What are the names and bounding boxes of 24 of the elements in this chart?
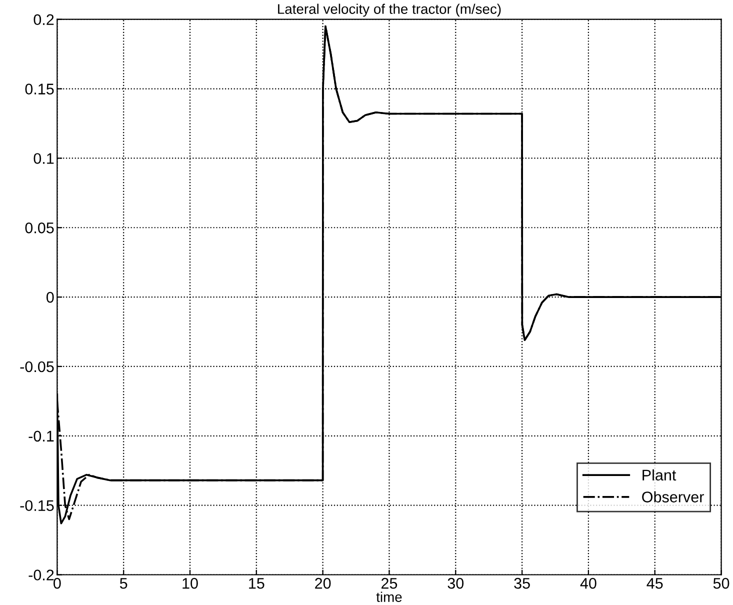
- x-tick-label: 30: [448, 578, 464, 589]
- y-tick-label: 0.05: [25, 222, 54, 234]
- legend-label: Plant: [642, 469, 676, 481]
- x-tick-label: 5: [120, 578, 128, 589]
- y-tick-label: -0.15: [20, 500, 54, 512]
- y-tick-label: -0.05: [20, 361, 54, 372]
- x-tick-label: 40: [580, 578, 596, 589]
- x-tick-label: 50: [713, 578, 730, 589]
- x-tick-label: 25: [381, 578, 398, 589]
- x-tick-label: 15: [249, 578, 264, 589]
- y-tick-label: -0.1: [28, 430, 54, 442]
- y-tick-label: 0.15: [25, 84, 54, 94]
- x-axis-title: time: [376, 592, 402, 602]
- y-tick-label: 0.2: [34, 14, 54, 26]
- x-tick-label: 0: [54, 578, 61, 589]
- y-tick-label: 0: [46, 292, 54, 303]
- legend-label: Observer: [642, 491, 704, 502]
- x-tick-label: 20: [315, 578, 331, 589]
- chart-title: Lateral velocity of the tractor (m/sec): [278, 4, 501, 17]
- y-tick-label: 0.1: [34, 153, 54, 164]
- y-tick-label: -0.2: [28, 570, 54, 580]
- x-tick-label: 10: [182, 578, 198, 589]
- x-tick-label: 35: [514, 578, 530, 589]
- x-tick-label: 45: [646, 578, 663, 589]
